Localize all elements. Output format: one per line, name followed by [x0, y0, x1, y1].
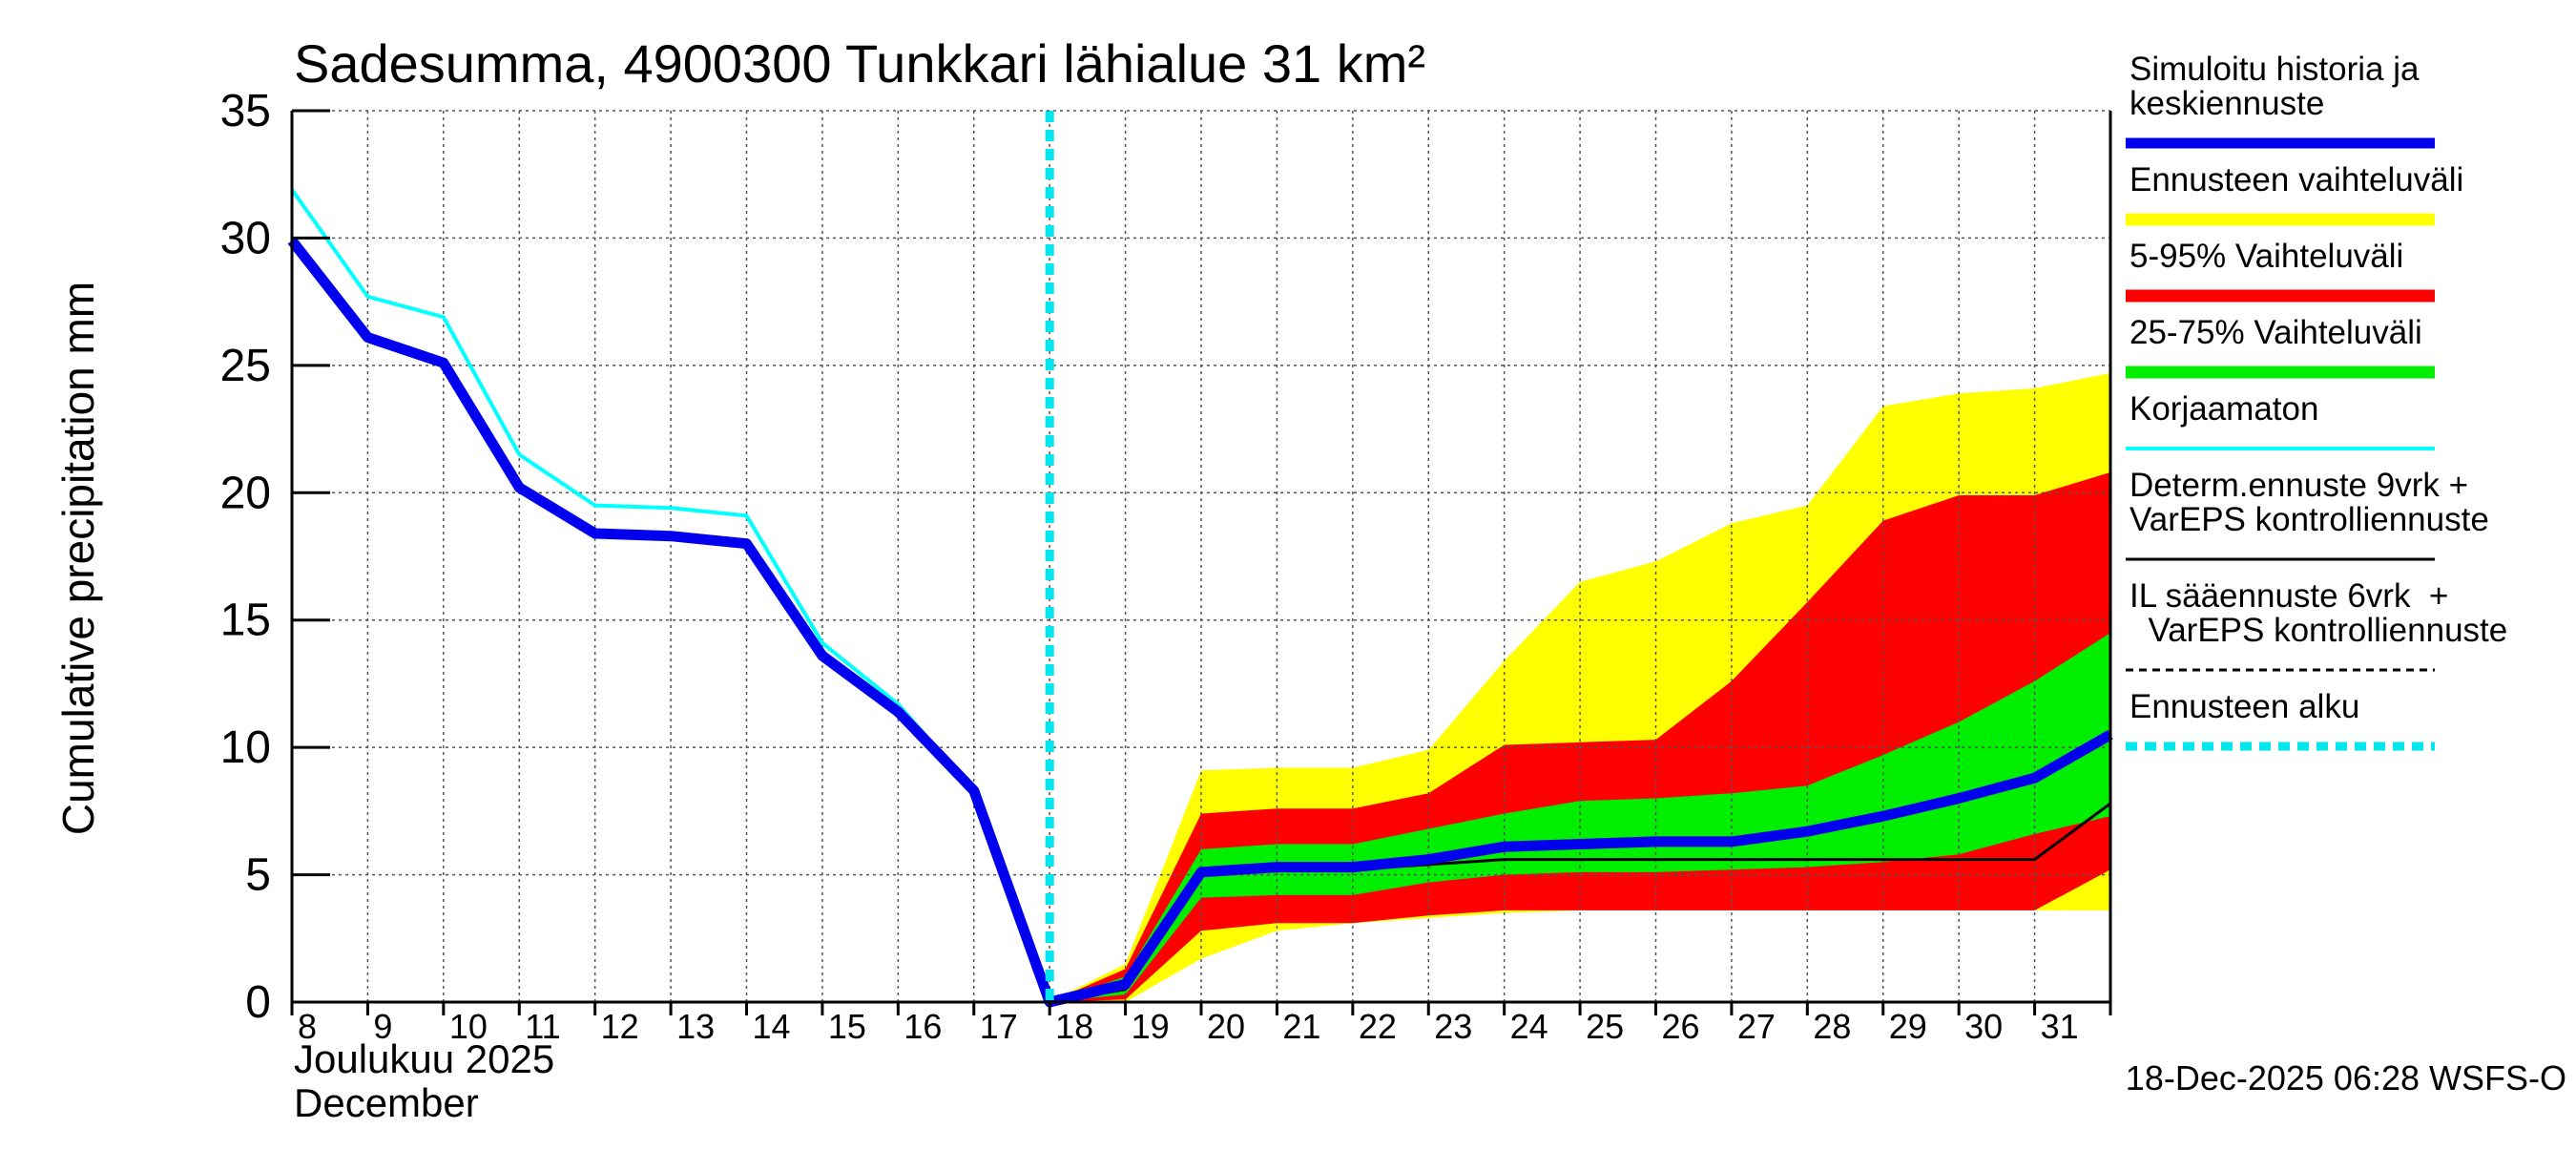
legend-label-il: VarEPS kontrolliennuste [2129, 612, 2507, 649]
x-tick-label: 30 [1964, 1007, 2003, 1046]
band-25-75 [1049, 633, 2110, 1002]
x-tick-label: 28 [1813, 1007, 1851, 1046]
x-tick-label: 26 [1662, 1007, 1700, 1046]
x-tick-label: 8 [298, 1007, 317, 1046]
x-tick-label: 11 [525, 1007, 560, 1046]
timestamp-label: 18-Dec-2025 06:28 WSFS-O [2126, 1058, 2566, 1098]
x-tick-label: 22 [1359, 1007, 1397, 1046]
y-tick-label: 35 [220, 86, 271, 136]
x-tick-label: 14 [753, 1007, 791, 1046]
y-tick-label: 15 [220, 596, 271, 646]
x-tick-label: 9 [373, 1007, 392, 1046]
x-tick-label: 19 [1132, 1007, 1170, 1046]
x-tick-label: 29 [1889, 1007, 1927, 1046]
legend-label-p5_95: 5-95% Vaihteluväli [2129, 238, 2403, 275]
legend-label-forecast_start: Ennusteen alku [2129, 688, 2359, 725]
legend-label-determ: VarEPS kontrolliennuste [2129, 501, 2489, 538]
y-tick-label: 20 [220, 468, 271, 518]
x-tick-label: 27 [1737, 1007, 1776, 1046]
x-tick-label: 15 [828, 1007, 866, 1046]
x-tick-label: 20 [1207, 1007, 1245, 1046]
x-tick-label: 21 [1282, 1007, 1320, 1046]
legend-label-determ: Determ.ennuste 9vrk + [2129, 467, 2468, 504]
legend-label-il: IL sääennuste 6vrk + [2129, 577, 2448, 615]
x-tick-label: 17 [980, 1007, 1018, 1046]
x-tick-label: 24 [1510, 1007, 1548, 1046]
legend-label-simulated: Simuloitu historia ja [2129, 51, 2420, 88]
legend-label-uncorrected: Korjaamaton [2129, 390, 2318, 428]
x-tick-label: 16 [904, 1007, 942, 1046]
series-simulated-line [287, 237, 2113, 1008]
x-tick-label: 18 [1055, 1007, 1093, 1046]
x-tick-label: 23 [1434, 1007, 1472, 1046]
x-tick-label: 12 [601, 1007, 639, 1046]
y-tick-label: 0 [245, 977, 271, 1028]
x-axis-month-fi: Joulukuu 2025 [294, 1036, 554, 1081]
x-tick-label: 10 [449, 1007, 488, 1046]
x-tick-label: 31 [2041, 1007, 2079, 1046]
y-tick-label: 30 [220, 213, 271, 263]
x-axis-month-en: December [294, 1080, 479, 1125]
y-tick-label: 25 [220, 341, 271, 391]
y-tick-label: 5 [245, 850, 271, 901]
y-axis-label: Cumulative precipitation mm [53, 282, 103, 835]
x-tick-label: 25 [1586, 1007, 1624, 1046]
legend-label-range: Ennusteen vaihteluväli [2129, 161, 2463, 199]
y-tick-label: 10 [220, 722, 271, 773]
legend-label-p25_75: 25-75% Vaihteluväli [2129, 314, 2422, 351]
chart-title: Sadesumma, 4900300 Tunkkari lähialue 31 … [294, 33, 1425, 94]
legend-label-simulated: keskiennuste [2129, 85, 2324, 122]
x-tick-label: 13 [676, 1007, 715, 1046]
